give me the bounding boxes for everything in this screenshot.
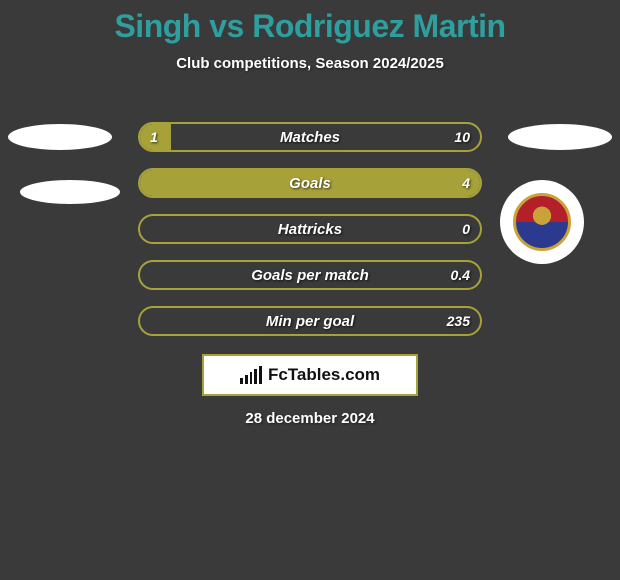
bar-value-right: 10 bbox=[454, 124, 470, 150]
fctables-logo: FcTables.com bbox=[202, 354, 418, 396]
atk-crest-icon bbox=[513, 193, 571, 251]
player-left-avatar-placeholder bbox=[8, 124, 112, 150]
bar-fill-left bbox=[140, 170, 480, 196]
stat-bar-goals: Goals 4 bbox=[138, 168, 482, 198]
subtitle: Club competitions, Season 2024/2025 bbox=[0, 55, 620, 72]
bar-chart-icon bbox=[240, 366, 262, 384]
date-label: 28 december 2024 bbox=[0, 410, 620, 427]
bar-value-right: 0 bbox=[462, 216, 470, 242]
bar-label: Matches bbox=[140, 124, 480, 150]
logo-text: FcTables.com bbox=[268, 365, 380, 385]
stat-bars: 1 Matches 10 Goals 4 Hattricks 0 Goals p… bbox=[138, 122, 482, 352]
comparison-card: Singh vs Rodriguez Martin Club competiti… bbox=[0, 0, 620, 580]
page-title: Singh vs Rodriguez Martin bbox=[0, 0, 620, 45]
stat-bar-goals-per-match: Goals per match 0.4 bbox=[138, 260, 482, 290]
player-right-avatar-placeholder bbox=[508, 124, 612, 150]
stat-bar-matches: 1 Matches 10 bbox=[138, 122, 482, 152]
bar-label: Goals per match bbox=[140, 262, 480, 288]
bar-fill-left bbox=[140, 124, 171, 150]
stat-bar-hattricks: Hattricks 0 bbox=[138, 214, 482, 244]
bar-value-right: 235 bbox=[447, 308, 470, 334]
bar-label: Hattricks bbox=[140, 216, 480, 242]
bar-label: Min per goal bbox=[140, 308, 480, 334]
stat-bar-min-per-goal: Min per goal 235 bbox=[138, 306, 482, 336]
club-right-crest bbox=[500, 180, 584, 264]
bar-value-right: 0.4 bbox=[451, 262, 470, 288]
club-left-logo-placeholder bbox=[20, 180, 120, 204]
